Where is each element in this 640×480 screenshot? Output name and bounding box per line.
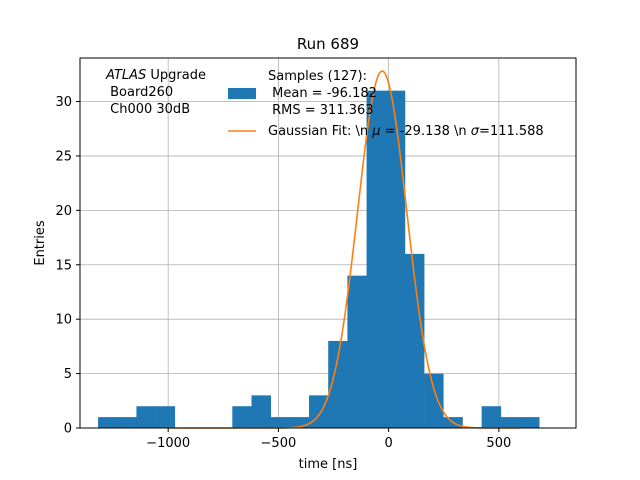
y-tick-label: 30 [55,95,72,110]
histogram-bar [155,406,176,428]
annotation-line-1: ATLAS Upgrade [105,68,206,83]
histogram-bar [481,406,502,428]
histogram-bar [424,373,444,428]
legend-histogram-label-3: RMS = 311.363 [268,103,374,118]
y-axis-label: Entries [33,220,48,266]
x-axis-ticks: −1000 −500 0 500 [146,428,511,451]
annotation-atlas-italic: ATLAS [105,68,146,83]
y-tick-label: 25 [55,149,72,164]
legend-histogram-swatch [228,88,256,99]
histogram-bar [347,275,367,428]
legend-fit-mu-value: = -29.138 \n [381,124,471,139]
legend-histogram-label-1: Samples (127): [268,69,367,84]
histogram-bar [500,417,521,428]
histogram-bars [98,90,540,428]
x-tick-label: 500 [486,436,511,451]
legend-histogram-label-2: Mean = -96.182 [268,86,377,101]
histogram-bar [385,90,406,428]
y-tick-label: 15 [55,258,72,273]
y-tick-label: 0 [64,422,72,437]
histogram-bar [404,253,425,428]
histogram-bar [309,395,329,428]
histogram-bar [520,417,540,428]
legend-fit-sigma-value: =111.588 [479,124,544,139]
histogram-bar [270,417,291,428]
legend-fit-prefix: Gaussian Fit: \n [268,124,372,139]
legend-fit-mu-symbol: μ [371,124,380,139]
atlas-annotation: ATLAS Upgrade Board260 Ch000 30dB [105,68,206,117]
annotation-line-3: Ch000 30dB [106,102,190,117]
x-axis-label: time [ns] [299,457,358,472]
y-tick-label: 5 [64,367,72,382]
y-tick-label: 10 [55,313,72,328]
plot-frame [79,57,577,429]
histogram-bar [98,417,118,428]
legend: Samples (127): Mean = -96.182 RMS = 311.… [228,69,544,139]
chart-title: Run 689 [297,35,359,53]
y-axis-ticks: 0 5 10 15 20 25 30 [55,95,80,437]
y-tick-label: 20 [55,204,72,219]
histogram-bar [328,340,348,428]
histogram-bar [251,395,271,428]
histogram-bar [136,406,156,428]
x-tick-label: −1000 [146,436,190,451]
x-tick-label: 0 [384,436,392,451]
annotation-upgrade: Upgrade [146,68,206,83]
histogram-bar [232,406,252,428]
legend-fit-sigma-symbol: σ [471,124,480,139]
x-tick-label: −500 [261,436,297,451]
legend-fit-label: Gaussian Fit: \n μ = -29.138 \n σ=111.58… [268,124,544,139]
annotation-line-2: Board260 [106,85,173,100]
histogram-bar [289,417,310,428]
histogram-bar [366,90,387,428]
histogram-bar [117,417,137,428]
